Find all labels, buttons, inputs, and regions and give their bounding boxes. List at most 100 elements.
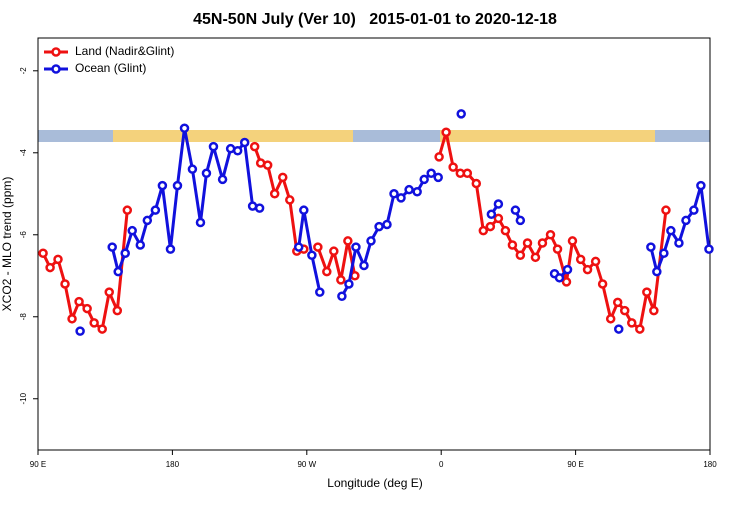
data-point [217, 174, 228, 185]
data-point [239, 137, 250, 148]
data-point [666, 225, 676, 236]
data-point [485, 221, 496, 232]
data-point [389, 189, 399, 199]
y-tick-label: -4 [19, 149, 28, 157]
data-point [351, 242, 361, 252]
data-point [313, 242, 323, 252]
data-point [582, 264, 593, 275]
data-point [426, 168, 436, 179]
data-point [404, 184, 414, 195]
data-point [552, 244, 563, 254]
data-point [493, 213, 504, 224]
data-point [486, 209, 497, 220]
data-point [60, 279, 70, 289]
y-tick-label: -2 [19, 67, 28, 75]
data-point [612, 297, 623, 308]
x-axis-label: Longitude (deg E) [327, 476, 422, 490]
y-axis-label: XCO2 - MLO trend (ppm) [0, 177, 14, 312]
data-point [696, 180, 706, 191]
data-point [562, 264, 573, 275]
data-point [329, 246, 339, 256]
data-point [157, 180, 168, 191]
x-tick-label: 90 E [30, 460, 46, 469]
data-point [515, 250, 526, 261]
x-tick-label: 0 [439, 460, 444, 469]
data-point [249, 141, 260, 152]
x-tick-label: 180 [703, 460, 717, 469]
data-point [448, 162, 458, 172]
data-point [635, 324, 645, 334]
data-point [478, 225, 489, 236]
data-point [493, 199, 504, 209]
x-tick-label: 90 W [297, 460, 316, 469]
data-point [135, 240, 146, 250]
data-point [337, 291, 347, 302]
land-strip [113, 130, 353, 142]
data-point [642, 287, 652, 297]
data-point [530, 252, 541, 263]
data-point [605, 314, 616, 324]
data-point [38, 248, 48, 258]
data-point [674, 238, 684, 248]
data-point [567, 236, 578, 246]
data-point [537, 238, 548, 248]
data-point [343, 236, 353, 246]
data-point [441, 127, 451, 138]
data-point [232, 145, 243, 156]
data-point [195, 217, 206, 228]
land-strip [440, 130, 655, 142]
data-point [179, 123, 190, 133]
x-tick-label: 90 E [567, 460, 583, 469]
data-point [122, 205, 133, 215]
data-point [285, 195, 295, 205]
data-point [545, 230, 556, 240]
data-point [619, 305, 630, 316]
data-point [187, 164, 198, 174]
data-point [82, 303, 92, 314]
data-point [689, 205, 699, 215]
data-point [434, 152, 444, 162]
data-point [120, 248, 130, 258]
data-point [575, 254, 586, 265]
data-point [278, 172, 288, 183]
data-point [315, 287, 325, 297]
data-point [646, 242, 656, 252]
data-point [561, 277, 572, 287]
data-point [507, 240, 518, 250]
data-point [201, 168, 212, 179]
legend-marker [51, 64, 61, 74]
data-point [45, 262, 55, 273]
data-point [374, 221, 384, 232]
data-point [322, 266, 332, 277]
data-point [515, 215, 526, 226]
data-point [510, 205, 521, 215]
data-point [659, 248, 669, 258]
data-point [262, 160, 273, 170]
x-tick-label: 180 [166, 460, 180, 469]
legend-marker [51, 47, 61, 57]
data-point [142, 215, 153, 226]
data-point [681, 215, 691, 226]
series-line [41, 130, 668, 331]
plot-frame [37, 37, 711, 451]
data-point [112, 305, 123, 316]
data-point [165, 244, 176, 254]
data-point [344, 279, 354, 289]
data-point [522, 238, 533, 248]
data-point [293, 242, 304, 252]
data-point [456, 109, 466, 119]
data-point [382, 219, 392, 230]
data-point [67, 314, 77, 324]
data-point [554, 273, 565, 283]
data-point [107, 242, 117, 252]
data-point [462, 168, 473, 179]
data-point [359, 260, 369, 271]
data-point [336, 275, 346, 285]
data-point [208, 141, 219, 152]
data-point [254, 203, 265, 213]
data-point [626, 318, 637, 328]
data-point [649, 305, 659, 316]
data-point [433, 172, 443, 183]
data-point [704, 244, 714, 254]
